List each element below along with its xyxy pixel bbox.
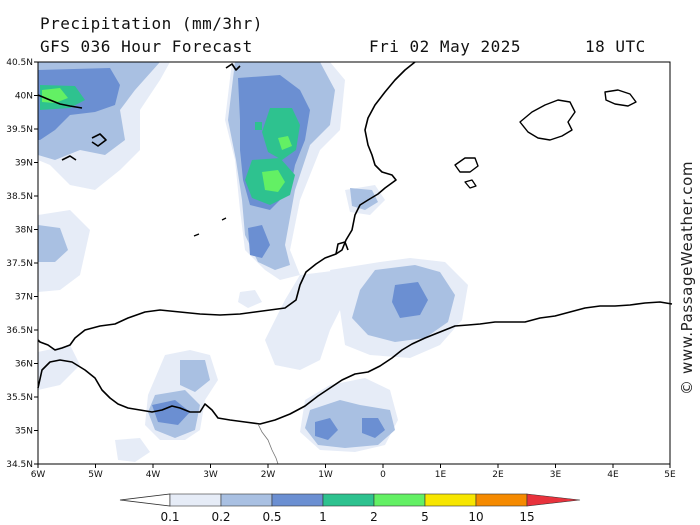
legend-label: 5 — [421, 510, 429, 524]
legend-swatch — [475, 493, 528, 507]
lat-label: 35.5N — [6, 393, 33, 403]
axis-ticks — [34, 61, 671, 468]
lon-label: 4W — [146, 470, 161, 480]
precip-field — [38, 62, 468, 462]
lon-label: 3W — [203, 470, 218, 480]
lat-label: 38N — [15, 226, 33, 236]
lat-label: 38.5N — [6, 192, 33, 202]
precip-legend: 0.1 0.2 0.5 1 2 5 10 15 — [119, 493, 581, 524]
lat-label: 34.5N — [6, 460, 33, 470]
lon-label: 4E — [607, 470, 619, 480]
lon-label: 2W — [261, 470, 276, 480]
product-title: Precipitation (mm/3hr) — [40, 14, 263, 33]
lon-label: 6W — [31, 470, 46, 480]
legend-swatch — [424, 493, 477, 507]
lon-label: 3E — [550, 470, 562, 480]
lat-label: 37N — [15, 293, 33, 303]
lat-label: 37.5N — [6, 259, 33, 269]
legend-swatch — [169, 493, 222, 507]
forecast-date: Fri 02 May 2025 — [369, 37, 521, 56]
watermark-text: © www.PassageWeather.com — [678, 160, 696, 395]
country-border — [257, 423, 279, 465]
legend-label: 0.2 — [211, 510, 230, 524]
lon-label: 5E — [664, 470, 676, 480]
lon-label: 0 — [380, 470, 386, 480]
legend-swatch — [373, 493, 426, 507]
lat-label: 40.5N — [6, 58, 33, 68]
lat-label: 36N — [15, 360, 33, 370]
legend-arrow-low — [119, 493, 171, 507]
legend-label: 1 — [319, 510, 327, 524]
latitude-labels: 40.5N 40N 39.5N 39N 38.5N 38N 37.5N 37N … — [6, 58, 33, 470]
legend-swatch — [220, 493, 273, 507]
legend-swatch — [322, 493, 375, 507]
legend-label: 0.1 — [160, 510, 179, 524]
lat-label: 40N — [15, 92, 33, 102]
lon-label: 2E — [492, 470, 504, 480]
legend-arrow-high — [526, 493, 581, 507]
longitude-labels: 6W 5W 4W 3W 2W 1W 0 1E 2E 3E 4E 5E — [31, 470, 676, 480]
model-title: GFS 036 Hour Forecast — [40, 37, 253, 56]
lat-label: 39N — [15, 159, 33, 169]
lat-label: 35N — [15, 427, 33, 437]
legend-label: 2 — [370, 510, 378, 524]
lat-label: 39.5N — [6, 125, 33, 135]
lon-label: 1E — [435, 470, 447, 480]
legend-label: 10 — [468, 510, 483, 524]
lat-label: 36.5N — [6, 326, 33, 336]
legend-swatch — [271, 493, 324, 507]
coastline — [37, 61, 673, 425]
lon-label: 5W — [88, 470, 103, 480]
forecast-time: 18 UTC — [585, 37, 646, 56]
legend-label: 15 — [519, 510, 534, 524]
lon-label: 1W — [318, 470, 333, 480]
legend-label: 0.5 — [262, 510, 281, 524]
